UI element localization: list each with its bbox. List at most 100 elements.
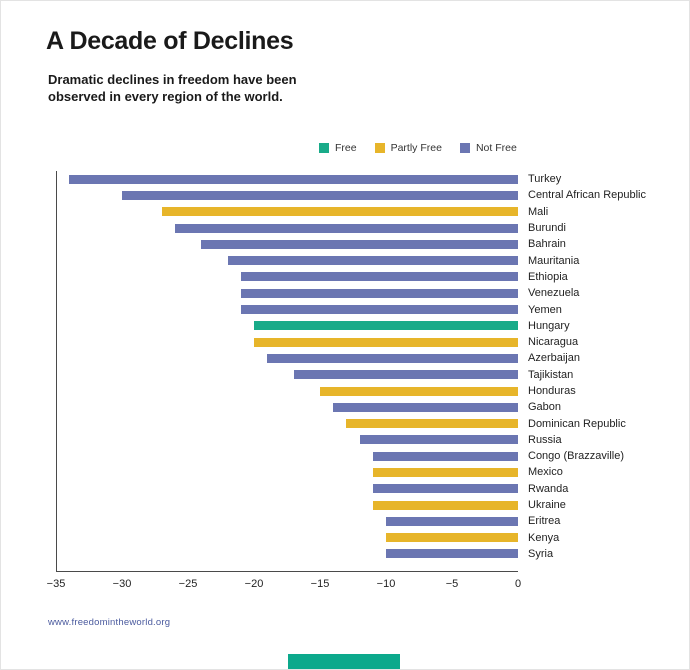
chart-bar: [372, 451, 518, 461]
bar-track: [56, 533, 518, 543]
bar-track: [56, 190, 518, 200]
chart-row: Kenya: [56, 530, 559, 546]
x-axis-tick-label: −30: [112, 578, 132, 590]
country-label: Central African Republic: [528, 189, 647, 202]
chart-row: Nicaragua: [56, 334, 578, 350]
x-axis-tick-label: −10: [376, 578, 396, 590]
chart-row: Hungary: [56, 318, 570, 334]
y-axis-line: [56, 171, 57, 571]
country-label: Dominican Republic: [528, 417, 626, 430]
bar-track: [56, 419, 518, 429]
chart-row: Eritrea: [56, 513, 560, 529]
chart-bar: [386, 516, 518, 526]
bar-track: [56, 288, 518, 298]
bar-track: [56, 305, 518, 315]
bar-track: [56, 174, 518, 184]
bar-track: [56, 435, 518, 445]
chart-row: Syria: [56, 546, 553, 562]
country-label: Mali: [528, 205, 549, 218]
chart-bar: [201, 239, 518, 249]
country-label: Tajikistan: [528, 368, 574, 381]
chart-row: Mali: [56, 204, 548, 220]
bar-track: [56, 337, 518, 347]
x-axis-tick-label: −35: [46, 578, 66, 590]
chart-row: Burundi: [56, 220, 566, 236]
country-label: Azerbaijan: [528, 352, 580, 365]
chart-row: Tajikistan: [56, 367, 573, 383]
chart-bar: [240, 272, 518, 282]
legend-item: Free: [319, 142, 357, 154]
chart-bar: [293, 370, 518, 380]
chart-bar: [122, 190, 518, 200]
footer-brand-bar: [288, 654, 400, 669]
chart-row: Congo (Brazzaville): [56, 448, 624, 464]
chart-row: Mauritania: [56, 252, 579, 268]
chart-bar: [240, 288, 518, 298]
chart-row: Azerbaijan: [56, 350, 580, 366]
bar-track: [56, 239, 518, 249]
bar-track: [56, 223, 518, 233]
legend: Free Partly Free Not Free: [319, 142, 517, 154]
footer-link[interactable]: www.freedomintheworld.org: [48, 617, 171, 628]
chart-bar: [69, 174, 518, 184]
chart-row: Dominican Republic: [56, 415, 626, 431]
chart-bar: [372, 500, 518, 510]
chart-bar: [386, 549, 518, 559]
bar-track: [56, 370, 518, 380]
legend-label: Partly Free: [390, 142, 442, 154]
country-label: Mexico: [528, 466, 563, 479]
chart-row: Venezuela: [56, 285, 579, 301]
country-label: Ethiopia: [528, 270, 568, 283]
chart-bar: [254, 321, 518, 331]
chart-row: Gabon: [56, 399, 561, 415]
chart-row: Turkey: [56, 171, 561, 187]
chart-bar: [359, 435, 518, 445]
x-axis-line: [56, 571, 518, 572]
country-label: Kenya: [528, 531, 560, 544]
chart-bar: [346, 419, 518, 429]
bar-track: [56, 549, 518, 559]
chart-row: Rwanda: [56, 481, 568, 497]
chart-bar: [372, 484, 518, 494]
legend-label: Free: [335, 142, 357, 154]
country-label: Burundi: [528, 222, 566, 235]
bar-track: [56, 207, 518, 217]
bar-track: [56, 321, 518, 331]
country-label: Yemen: [528, 303, 562, 316]
chart-row: Bahrain: [56, 236, 566, 252]
country-label: Russia: [528, 433, 562, 446]
country-label: Bahrain: [528, 238, 566, 251]
chart-row: Russia: [56, 432, 562, 448]
bar-track: [56, 353, 518, 363]
country-label: Nicaragua: [528, 336, 579, 349]
legend-item: Partly Free: [374, 142, 442, 154]
country-label: Honduras: [528, 385, 576, 397]
bar-track: [56, 386, 518, 396]
country-label: Gabon: [528, 401, 562, 414]
bar-track: [56, 516, 518, 526]
country-label: Syria: [528, 547, 554, 560]
x-axis-tick-label: −15: [310, 578, 330, 590]
chart-row: Ethiopia: [56, 269, 568, 285]
chart-row: Honduras: [56, 383, 576, 399]
page-title: A Decade of Declines: [46, 27, 294, 55]
country-label: Ukraine: [528, 499, 566, 512]
country-label: Turkey: [528, 173, 562, 186]
chart-bar: [254, 337, 518, 347]
x-axis-ticks: −35 −30 −25 −20 −15 −10 −5 0: [47, 578, 521, 594]
chart-bar: [174, 223, 518, 233]
bar-track: [56, 272, 518, 282]
bar-track: [56, 451, 518, 461]
bar-chart: Turkey Central African Republic Mali Burund…: [47, 171, 646, 590]
legend-item: Not Free: [459, 142, 517, 154]
subtitle: Dramatic declines in freedom have been o…: [48, 71, 297, 105]
chart-bar: [240, 305, 518, 315]
chart-bar: [161, 207, 518, 217]
chart-row: Mexico: [56, 464, 563, 480]
legend-swatch-icon: [319, 143, 329, 153]
bar-track: [56, 484, 518, 494]
country-label: Eritrea: [528, 515, 561, 528]
chart-row: Yemen: [56, 301, 562, 317]
x-axis-tick-label: −5: [445, 578, 459, 590]
